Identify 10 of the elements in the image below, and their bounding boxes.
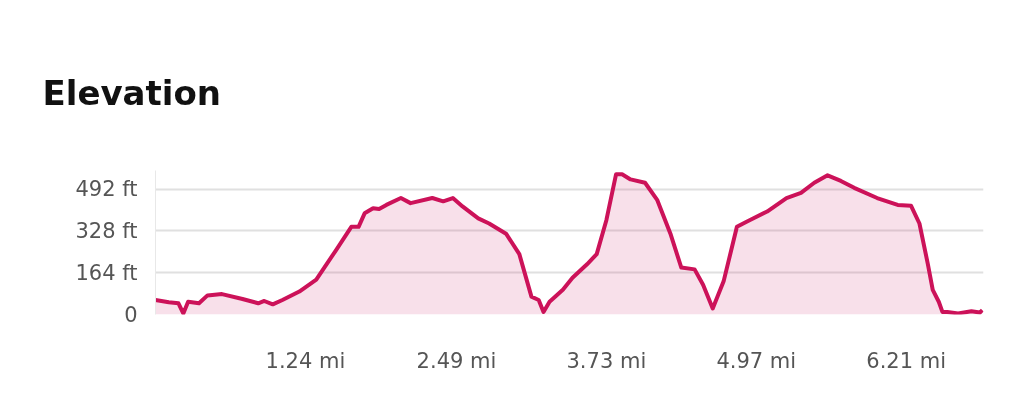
x-tick-label: 3.73 mi (566, 348, 647, 373)
chart-title: Elevation (42, 73, 222, 113)
y-tick-label: 328 ft (75, 218, 138, 243)
y-tick-label: 164 ft (75, 260, 138, 285)
x-tick-label: 4.97 mi (716, 348, 797, 373)
x-tick-label: 1.24 mi (265, 348, 346, 373)
x-tick-label: 2.49 mi (416, 348, 497, 373)
x-tick-label: 6.21 mi (866, 348, 947, 373)
y-tick-label: 492 ft (75, 177, 138, 202)
y-tick-label: 0 (124, 302, 138, 327)
